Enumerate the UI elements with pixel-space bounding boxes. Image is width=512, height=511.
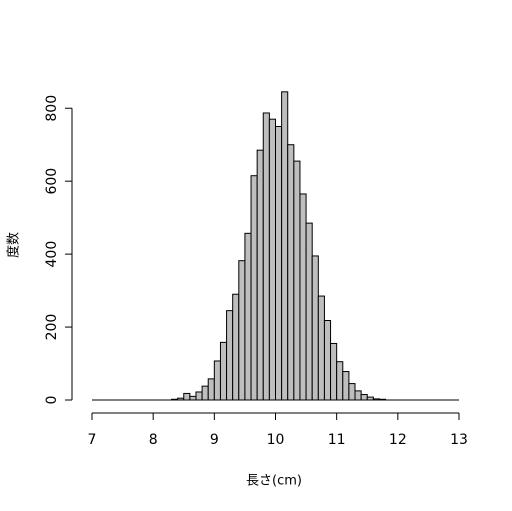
bar <box>171 398 179 401</box>
bar <box>305 222 313 401</box>
bar <box>378 398 387 401</box>
bar <box>323 319 332 401</box>
bar <box>177 397 185 401</box>
y-axis-label: 度数 <box>6 232 22 258</box>
bar <box>311 255 319 401</box>
bar <box>268 118 276 401</box>
bar <box>226 310 234 401</box>
x-tick-label: 7 <box>88 432 97 448</box>
bar <box>189 395 197 401</box>
bar <box>232 293 240 401</box>
x-tick-label: 13 <box>450 432 468 448</box>
bar <box>342 371 350 401</box>
x-tick-label: 8 <box>149 432 158 448</box>
x-tick-label: 9 <box>210 432 219 448</box>
y-tick-label: 400 <box>44 241 60 268</box>
bar <box>299 193 307 401</box>
bar <box>354 390 362 401</box>
x-tick-label: 11 <box>328 432 346 448</box>
y-tick-label: 200 <box>44 314 60 341</box>
bar <box>195 391 203 401</box>
bar <box>287 144 295 401</box>
bar <box>348 383 356 401</box>
bar <box>275 125 283 401</box>
bar <box>293 160 301 401</box>
x-tick-label: 12 <box>389 432 407 448</box>
x-axis-label: 長さ(cm) <box>246 474 302 489</box>
bar <box>244 232 252 401</box>
bar <box>183 392 191 401</box>
bar <box>317 295 325 401</box>
bar <box>201 385 209 401</box>
y-tick-label: 800 <box>44 95 60 122</box>
bar <box>360 394 368 401</box>
y-tick-label: 0 <box>44 396 60 405</box>
bar <box>219 341 228 401</box>
bar <box>238 260 246 401</box>
bar <box>330 342 338 401</box>
bar <box>256 149 264 401</box>
x-tick-label: 10 <box>267 432 285 448</box>
bar <box>336 361 344 401</box>
bar <box>262 112 270 401</box>
bar <box>281 91 289 401</box>
y-tick-label: 600 <box>44 168 60 195</box>
bar <box>372 398 380 401</box>
bar <box>213 360 221 401</box>
bar <box>250 175 258 401</box>
bar <box>366 396 374 401</box>
bar <box>207 378 215 401</box>
